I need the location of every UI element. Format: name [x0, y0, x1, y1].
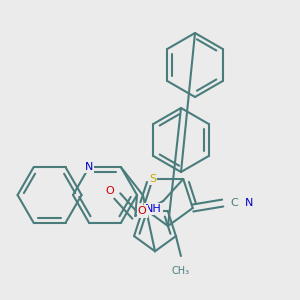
- Text: S: S: [149, 174, 156, 184]
- Text: N: N: [245, 198, 253, 208]
- Text: O: O: [138, 206, 146, 217]
- Text: CH₃: CH₃: [172, 266, 190, 276]
- Text: C: C: [231, 198, 239, 208]
- Text: N: N: [85, 162, 93, 172]
- Text: O: O: [105, 186, 114, 196]
- Text: NH: NH: [145, 204, 162, 214]
